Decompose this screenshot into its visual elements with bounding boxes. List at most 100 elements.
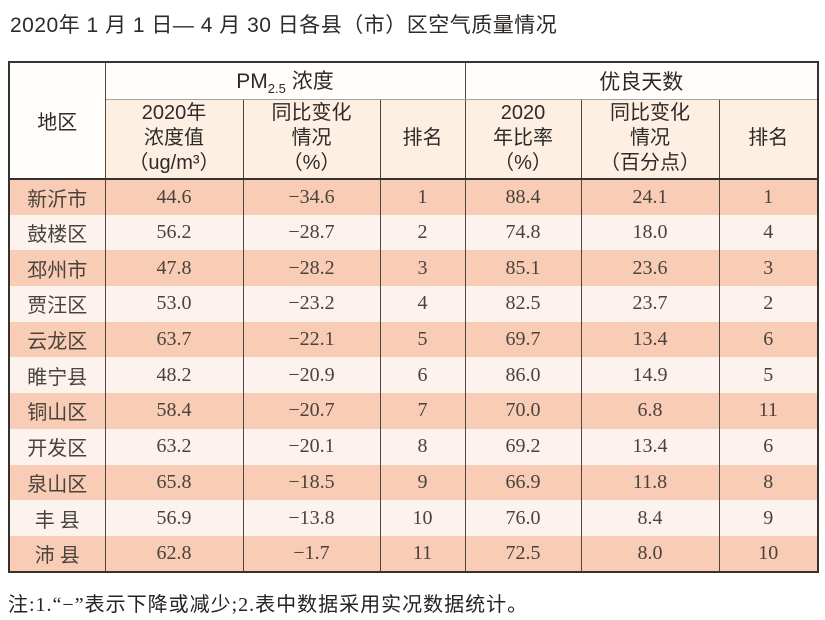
table-cell-days-change: 13.4 xyxy=(580,428,720,465)
table-cell-days-change: 8.0 xyxy=(580,535,720,572)
table-cell-pm-rank: 9 xyxy=(379,464,466,501)
table-cell-pm-change: −1.7 xyxy=(242,535,380,572)
table-cell-pm-rank: 6 xyxy=(379,357,466,394)
table-cell-days-change: 24.1 xyxy=(580,179,720,215)
table-cell-pm-value: 58.4 xyxy=(104,393,243,429)
table-cell-days-change: 11.8 xyxy=(580,464,720,501)
table-cell-pm-value: 63.2 xyxy=(104,428,243,465)
table-row: 铜山区 58.4 −20.7 7 70.0 6.8 11 xyxy=(9,393,819,429)
table-cell-days-change: 8.4 xyxy=(580,500,720,536)
table-cell-days-rank: 2 xyxy=(718,286,819,322)
table-cell-days-change: 13.4 xyxy=(580,321,720,358)
column-header-pm-rank: 排名 xyxy=(379,99,466,180)
table-cell-days-rate: 74.8 xyxy=(464,214,582,251)
pm-group-prefix: PM xyxy=(236,70,268,94)
table-cell-days-change: 6.8 xyxy=(580,393,720,429)
table-cell-region: 鼓楼区 xyxy=(9,214,105,251)
column-header-region: 地区 xyxy=(9,62,106,180)
table-cell-region: 睢宁县 xyxy=(9,357,105,394)
table-cell-pm-rank: 5 xyxy=(379,321,466,358)
table-cell-pm-change: −28.2 xyxy=(242,250,380,287)
column-group-good-days: 优良天数 xyxy=(464,62,819,100)
table-cell-pm-change: −28.7 xyxy=(242,214,380,251)
footnote: 注:1.“−”表示下降或减少;2.表中数据采用实况数据统计。 xyxy=(8,593,529,616)
table-cell-pm-rank: 8 xyxy=(379,428,466,465)
table-cell-pm-value: 62.8 xyxy=(104,535,243,572)
table-cell-days-change: 23.7 xyxy=(580,286,720,322)
header-group-row: 地区 PM2.5 浓度 优良天数 xyxy=(9,62,819,180)
table-cell-days-rate: 69.7 xyxy=(464,321,582,358)
table-cell-region: 泉山区 xyxy=(9,464,105,501)
table-cell-days-rate: 76.0 xyxy=(464,500,582,536)
table-cell-days-rank: 11 xyxy=(718,393,819,429)
table-cell-days-rank: 3 xyxy=(718,250,819,287)
table-cell-region: 邳州市 xyxy=(9,250,105,287)
table-body: 新沂市 44.6 −34.6 1 88.4 24.1 1 鼓楼区 56.2 −28.7 2 74.8 1… xyxy=(9,179,819,572)
table-cell-pm-rank: 4 xyxy=(379,286,466,322)
column-header-pm-change: 同比变化 情况 （%） xyxy=(242,99,380,180)
table-cell-days-rank: 5 xyxy=(718,357,819,394)
table-cell-pm-rank: 3 xyxy=(379,250,466,287)
table-cell-region: 新沂市 xyxy=(9,179,105,215)
table-cell-region: 开发区 xyxy=(9,428,105,465)
table-row: 睢宁县 48.2 −20.9 6 86.0 14.9 5 xyxy=(9,357,819,394)
column-header-days-rate: 2020 年比率 （%） xyxy=(464,99,582,180)
table-cell-pm-rank: 2 xyxy=(379,214,466,251)
table-cell-days-change: 23.6 xyxy=(580,250,720,287)
table-cell-pm-value: 56.2 xyxy=(104,214,243,251)
table-row: 新沂市 44.6 −34.6 1 88.4 24.1 1 xyxy=(9,179,819,215)
table-cell-days-rank: 6 xyxy=(718,321,819,358)
table-cell-pm-value: 53.0 xyxy=(104,286,243,322)
header-sub-row: 2020年 浓度值 （ug/m³） 同比变化 情况 （%） 排名 2020 年比… xyxy=(9,99,819,180)
table-cell-days-rate: 82.5 xyxy=(464,286,582,322)
table-row: 鼓楼区 56.2 −28.7 2 74.8 18.0 4 xyxy=(9,214,819,251)
table-cell-days-rate: 69.2 xyxy=(464,428,582,465)
table-cell-pm-change: −34.6 xyxy=(242,179,380,215)
table-cell-days-rate: 66.9 xyxy=(464,464,582,501)
table-cell-days-rate: 72.5 xyxy=(464,535,582,572)
table-cell-pm-value: 56.9 xyxy=(104,500,243,536)
table-row: 云龙区 63.7 −22.1 5 69.7 13.4 6 xyxy=(9,321,819,358)
pm-group-suffix: 浓度 xyxy=(285,70,334,94)
table-cell-days-change: 14.9 xyxy=(580,357,720,394)
table-cell-days-rank: 4 xyxy=(718,214,819,251)
table-cell-days-rank: 1 xyxy=(718,179,819,215)
table-cell-days-rate: 86.0 xyxy=(464,357,582,394)
table-cell-region: 贾汪区 xyxy=(9,286,105,322)
table-cell-days-rank: 10 xyxy=(718,535,819,572)
table-cell-region: 云龙区 xyxy=(9,321,105,358)
column-group-pm25: PM2.5 浓度 xyxy=(105,62,466,100)
table-header: 地区 PM2.5 浓度 优良天数 2020年 浓度值 （ug/m³） 同比变化 … xyxy=(9,62,819,180)
table-cell-pm-rank: 10 xyxy=(379,500,466,536)
table-cell-pm-change: −20.9 xyxy=(242,357,380,394)
table-row: 泉山区 65.8 −18.5 9 66.9 11.8 8 xyxy=(9,464,819,501)
table-row: 开发区 63.2 −20.1 8 69.2 13.4 6 xyxy=(9,428,819,465)
table-row: 沛 县 62.8 −1.7 11 72.5 8.0 10 xyxy=(9,535,819,572)
table-cell-days-change: 18.0 xyxy=(580,214,720,251)
table-cell-pm-value: 47.8 xyxy=(104,250,243,287)
table-cell-pm-change: −13.8 xyxy=(242,500,380,536)
column-header-days-rank: 排名 xyxy=(718,99,819,180)
column-header-pm-value: 2020年 浓度值 （ug/m³） xyxy=(105,99,243,180)
table-cell-days-rank: 6 xyxy=(718,428,819,465)
table-cell-days-rank: 9 xyxy=(718,500,819,536)
table-cell-days-rate: 88.4 xyxy=(464,179,582,215)
table-cell-days-rate: 70.0 xyxy=(464,393,582,429)
table-row: 贾汪区 53.0 −23.2 4 82.5 23.7 2 xyxy=(9,286,819,322)
table-row: 邳州市 47.8 −28.2 3 85.1 23.6 3 xyxy=(9,250,819,287)
table-cell-pm-value: 65.8 xyxy=(104,464,243,501)
table-cell-days-rate: 85.1 xyxy=(464,250,582,287)
table-cell-days-rank: 8 xyxy=(718,464,819,501)
table-cell-pm-change: −20.1 xyxy=(242,428,380,465)
column-header-days-change: 同比变化 情况 （百分点） xyxy=(580,99,720,180)
table-cell-region: 丰 县 xyxy=(9,500,105,536)
table-cell-pm-rank: 11 xyxy=(379,535,466,572)
table-cell-pm-rank: 1 xyxy=(379,179,466,215)
table-cell-region: 沛 县 xyxy=(9,535,105,572)
air-quality-table: 地区 PM2.5 浓度 优良天数 2020年 浓度值 （ug/m³） 同比变化 … xyxy=(8,61,820,573)
table-row: 丰 县 56.9 −13.8 10 76.0 8.4 9 xyxy=(9,500,819,536)
table-cell-pm-value: 48.2 xyxy=(104,357,243,394)
table-cell-pm-change: −23.2 xyxy=(242,286,380,322)
table-cell-region: 铜山区 xyxy=(9,393,105,429)
